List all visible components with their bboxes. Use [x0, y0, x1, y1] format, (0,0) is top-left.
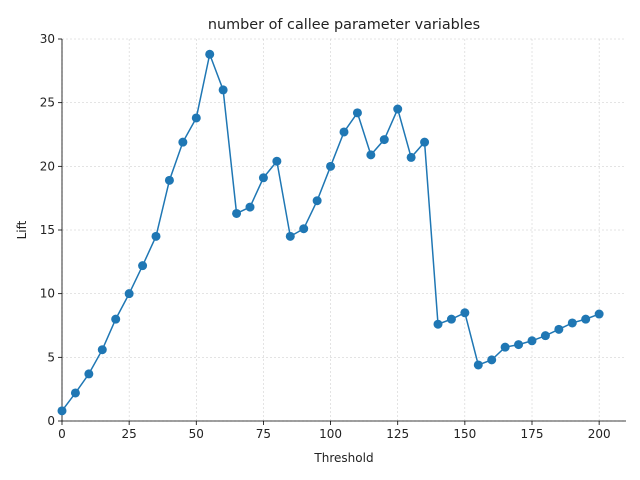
y-tick-label: 30: [40, 32, 55, 46]
data-point: [527, 336, 537, 346]
data-point: [554, 324, 564, 334]
data-point: [379, 135, 389, 145]
data-point: [191, 113, 201, 123]
data-point: [339, 127, 349, 137]
data-point: [84, 369, 94, 379]
y-tick-label: 0: [47, 414, 55, 428]
data-point: [393, 104, 403, 114]
x-ticks: 0 25 50 75 100 125 150 175 200: [58, 421, 611, 441]
data-point: [232, 208, 242, 218]
data-point: [138, 261, 148, 271]
data-point: [151, 231, 161, 241]
y-tick-label: 5: [47, 350, 55, 364]
x-tick-label: 50: [189, 427, 204, 441]
data-point: [258, 173, 268, 183]
data-point: [326, 161, 336, 171]
data-point: [97, 345, 107, 355]
y-ticks: 0 5 10 15 20 25 30: [40, 32, 62, 428]
x-axis-label: Threshold: [313, 451, 373, 465]
data-point: [124, 289, 134, 299]
y-tick-label: 10: [40, 287, 55, 301]
series: [57, 49, 604, 416]
x-tick-label: 175: [521, 427, 544, 441]
x-tick-label: 125: [386, 427, 409, 441]
data-point: [245, 202, 255, 212]
data-point: [178, 137, 188, 147]
y-tick-label: 25: [40, 96, 55, 110]
grid: [61, 38, 626, 422]
data-point: [581, 314, 591, 324]
x-tick-label: 0: [58, 427, 66, 441]
data-point: [218, 85, 228, 95]
data-point: [57, 406, 67, 416]
data-point: [352, 108, 362, 118]
data-point: [406, 152, 416, 162]
x-tick-label: 100: [319, 427, 342, 441]
x-tick-label: 25: [122, 427, 137, 441]
data-point: [299, 224, 309, 234]
data-point: [272, 156, 282, 166]
data-point: [285, 231, 295, 241]
data-point: [473, 360, 483, 370]
data-point: [487, 355, 497, 365]
data-point: [433, 319, 443, 329]
data-point: [312, 196, 322, 206]
data-point: [567, 318, 577, 328]
x-tick-label: 150: [453, 427, 476, 441]
data-point: [111, 314, 121, 324]
data-point: [164, 175, 174, 185]
data-point: [446, 314, 456, 324]
data-point: [500, 342, 510, 352]
data-point: [460, 308, 470, 318]
data-point: [594, 309, 604, 319]
x-tick-label: 200: [588, 427, 611, 441]
data-point: [540, 331, 550, 341]
y-tick-label: 20: [40, 159, 55, 173]
data-point: [205, 49, 215, 59]
chart-title: number of callee parameter variables: [208, 17, 480, 33]
data-point: [420, 137, 430, 147]
y-tick-label: 15: [40, 223, 55, 237]
data-point: [366, 150, 376, 160]
data-point: [514, 340, 524, 350]
x-tick-label: 75: [256, 427, 271, 441]
data-point: [70, 388, 80, 398]
y-axis-label: Lift: [15, 220, 29, 239]
